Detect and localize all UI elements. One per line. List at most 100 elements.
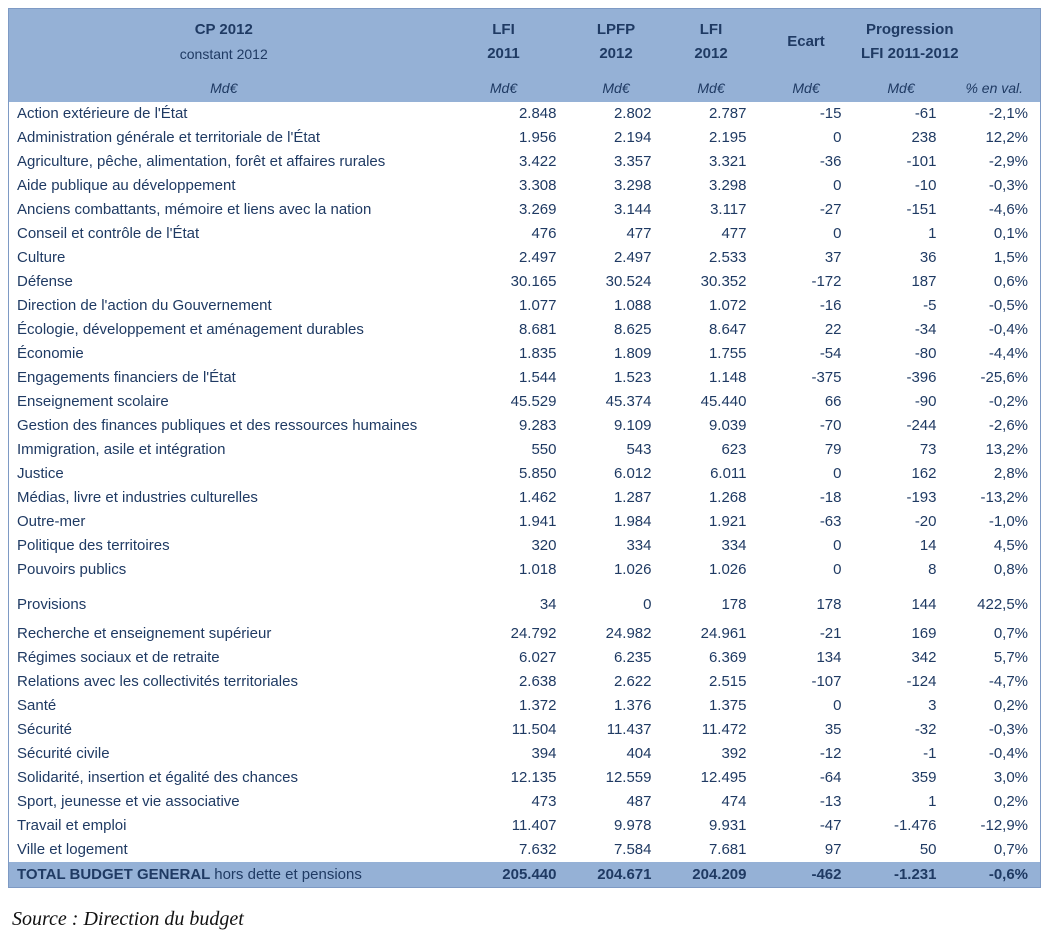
cell-lpfp2012: 30.524 — [605, 272, 652, 290]
table-title: CP 2012 — [194, 20, 253, 38]
mission-name: Ville et logement — [17, 840, 128, 858]
table-subtitle: constant 2012 — [179, 45, 268, 62]
cell-ecart: 0 — [833, 464, 842, 482]
cell-lfi2012: 1.921 — [708, 512, 747, 530]
cell-prog-pct: -0,3% — [988, 720, 1029, 738]
table-row: Immigration, asile et intégration 550 543 6… — [9, 438, 1041, 462]
cell-lfi2012: 45.440 — [700, 392, 747, 410]
cell-prog-pct: -4,7% — [988, 672, 1029, 690]
unit-lfi-2012: Md€ — [663, 74, 759, 102]
table-row: Action extérieure de l'État 2.848 2.802 2.7… — [9, 102, 1041, 126]
cell-ecart: 0 — [833, 696, 842, 714]
cell-lpfp2012: 477 — [626, 224, 652, 242]
cell-prog-md: -5 — [923, 296, 937, 314]
cell-prog-md: -34 — [914, 320, 937, 338]
cell-lfi2012: 12.495 — [700, 768, 747, 786]
table-row: Direction de l'action du Gouvernement 1.0… — [9, 294, 1041, 318]
cell-lfi2011: 6.027 — [518, 648, 557, 666]
cell-lfi2012: 6.369 — [708, 648, 747, 666]
cell-lpfp2012: 0 — [643, 595, 652, 613]
cell-lfi2011: 320 — [531, 536, 557, 554]
cell-lfi2012: 1.755 — [708, 344, 747, 362]
cell-prog-pct: 0,7% — [993, 840, 1029, 858]
cell-lfi2011: 30.165 — [510, 272, 557, 290]
cell-ecart: 0 — [833, 224, 842, 242]
cell-prog-md: -151 — [906, 200, 937, 218]
cell-ecart: 37 — [824, 248, 842, 266]
total-cell-ecart: -462 — [758, 861, 854, 888]
cell-prog-md: -32 — [914, 720, 937, 738]
cell-ecart: 0 — [833, 560, 842, 578]
mission-name: Travail et emploi — [17, 816, 127, 834]
cell-prog-pct: -4,6% — [988, 200, 1029, 218]
cell-prog-pct: 0,8% — [993, 560, 1029, 578]
cell-prog-pct: -0,3% — [988, 176, 1029, 194]
cell-lpfp2012: 487 — [626, 792, 652, 810]
table-header: CP 2012 constant 2012 LFI 2011 LPFP 2012… — [8, 8, 1041, 102]
cell-ecart: -36 — [819, 152, 842, 170]
cell-lpfp2012: 3.298 — [613, 176, 652, 194]
cell-lfi2012: 2.515 — [708, 672, 747, 690]
header-row-main: CP 2012 constant 2012 LFI 2011 LPFP 2012… — [8, 8, 1041, 75]
cell-lfi2011: 2.638 — [518, 672, 557, 690]
total-label: TOTAL BUDGET GENERAL hors dette et pensi… — [8, 861, 439, 888]
table-row: Ville et logement 7.632 7.584 7.681 97 50 0,7% — [9, 838, 1041, 862]
mission-name: Sécurité civile — [17, 744, 110, 762]
mission-name: Écologie, développement et aménagement d… — [17, 320, 364, 338]
cell-lpfp2012: 543 — [626, 440, 652, 458]
cell-prog-pct: -2,6% — [988, 416, 1029, 434]
table-body: Action extérieure de l'État 2.848 2.802 2.7… — [9, 102, 1041, 862]
cell-lpfp2012: 11.437 — [606, 720, 652, 738]
table-row: Solidarité, insertion et égalité des cha… — [9, 766, 1041, 790]
cell-prog-pct: 0,7% — [993, 624, 1029, 642]
table-row: Sport, jeunesse et vie associative 473 487… — [9, 790, 1041, 814]
cell-lpfp2012: 1.088 — [613, 296, 652, 314]
mission-name: Anciens combattants, mémoire et liens av… — [17, 200, 372, 218]
cell-lfi2011: 8.681 — [518, 320, 557, 338]
cell-ecart: -12 — [819, 744, 842, 762]
cell-lpfp2012: 9.978 — [613, 816, 652, 834]
col-header-line: LFI — [492, 20, 515, 38]
cell-lfi2011: 1.462 — [518, 488, 557, 506]
cell-prog-pct: -0,5% — [988, 296, 1029, 314]
cell-lfi2011: 2.848 — [518, 104, 557, 122]
cell-lfi2011: 3.269 — [518, 200, 557, 218]
cell-lfi2011: 9.283 — [518, 416, 557, 434]
cell-prog-md: 359 — [911, 768, 937, 786]
table-row: Politique des territoires 320 334 334 0 14 4,5… — [9, 534, 1041, 558]
mission-name: Justice — [17, 464, 64, 482]
cell-lfi2012: 474 — [721, 792, 747, 810]
cell-lpfp2012: 7.584 — [613, 840, 652, 858]
col-header-lfi-2012: LFI 2012 — [663, 8, 759, 75]
mission-name: Administration générale et territoriale … — [17, 128, 321, 146]
cell-prog-md: 50 — [919, 840, 937, 858]
table-row: Écologie, développement et aménagement d… — [9, 318, 1041, 342]
cell-lfi2012: 9.931 — [708, 816, 747, 834]
source-note: Source : Direction du budget — [12, 908, 244, 930]
cell-prog-md: 144 — [911, 595, 937, 613]
cell-prog-md: 162 — [911, 464, 937, 482]
table-row: Anciens combattants, mémoire et liens av… — [9, 198, 1041, 222]
cell-lfi2011: 45.529 — [510, 392, 557, 410]
cell-ecart: -16 — [819, 296, 842, 314]
mission-name: Défense — [17, 272, 73, 290]
cell-lfi2011: 1.372 — [518, 696, 557, 714]
mission-name: Conseil et contrôle de l'État — [17, 224, 200, 242]
cell-lpfp2012: 1.809 — [613, 344, 652, 362]
total-label-rest: hors dette et pensions — [214, 865, 362, 883]
cell-lfi2012: 3.117 — [710, 200, 747, 218]
table-row: Culture 2.497 2.497 2.533 37 36 1,5% — [9, 246, 1041, 270]
cell-lfi2012: 392 — [721, 744, 747, 762]
cell-lpfp2012: 12.559 — [605, 768, 652, 786]
cell-lfi2012: 2.787 — [708, 104, 747, 122]
unit-progression-md: Md€ — [853, 74, 949, 102]
cell-prog-pct: -13,2% — [980, 488, 1029, 506]
cell-prog-md: -61 — [914, 104, 937, 122]
mission-name: Aide publique au développement — [17, 176, 236, 194]
mission-name: Engagements financiers de l'État — [17, 368, 236, 386]
cell-lfi2011: 476 — [531, 224, 557, 242]
cell-prog-pct: 0,2% — [993, 696, 1029, 714]
table-row: Agriculture, pêche, alimentation, forêt … — [9, 150, 1041, 174]
col-header-line: 2012 — [599, 44, 633, 62]
